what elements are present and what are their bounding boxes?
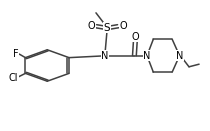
- Text: N: N: [143, 51, 151, 61]
- Text: F: F: [13, 49, 18, 59]
- Text: O: O: [132, 32, 139, 42]
- Text: Cl: Cl: [9, 73, 18, 83]
- Text: S: S: [104, 23, 110, 32]
- Text: O: O: [119, 21, 127, 31]
- Text: O: O: [88, 21, 95, 31]
- Text: N: N: [176, 51, 183, 61]
- Text: N: N: [101, 51, 109, 61]
